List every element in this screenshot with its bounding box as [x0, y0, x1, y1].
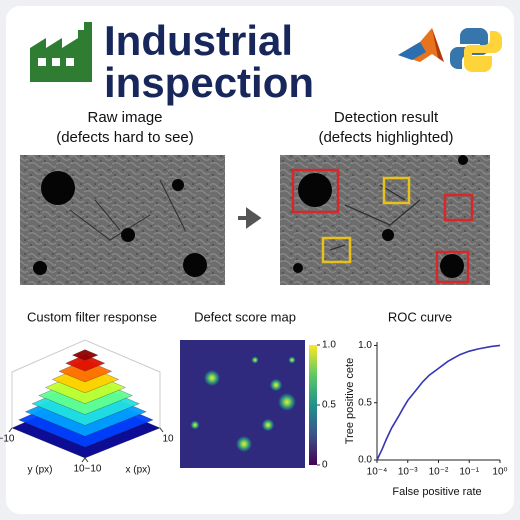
x-tick-label: 10⁻¹ [459, 467, 479, 478]
panel-title: Raw image [87, 109, 162, 126]
python-logo [450, 28, 502, 72]
tick-label: 0.5 [322, 400, 336, 411]
colorbar [309, 345, 317, 465]
chart-title: ROC curve [388, 309, 452, 324]
x-tick-label: 10⁻³ [398, 467, 418, 478]
x-tick-label: 10⁻² [429, 467, 449, 478]
y-tick-label: 0.5 [358, 397, 372, 408]
arrow [238, 207, 262, 229]
y-tick-label: 0.0 [358, 455, 372, 466]
chart-title: Defect score map [194, 309, 296, 324]
tick-label: 0 [322, 460, 328, 471]
title-line: Industrial [104, 17, 293, 64]
roc-line [376, 344, 501, 461]
tick-label: −10 [0, 434, 15, 445]
panel-title: Detection result [334, 109, 439, 126]
x-tick-label: 10⁻⁴ [367, 467, 388, 478]
card [6, 6, 514, 514]
y-axis-label: Tree positive cete [344, 358, 356, 444]
tick-label: 1.0 [322, 340, 336, 351]
axis-label: y (px) [28, 465, 53, 476]
title-line: inspection [104, 59, 314, 106]
back-wall [11, 339, 161, 428]
tick-mark [8, 427, 13, 433]
x-tick-label: 10⁰ [492, 467, 507, 478]
tick-label: −10 [85, 464, 102, 475]
matlab-logo [398, 28, 444, 62]
panel-subtitle: (defects hard to see) [56, 129, 194, 146]
tick-mark [84, 457, 89, 463]
tick-mark [159, 427, 164, 433]
x-axis-label: False positive rate [392, 486, 481, 498]
chart-title: Custom filter response [27, 309, 157, 324]
raw-image [20, 155, 225, 285]
y-tick-label: 1.0 [358, 340, 372, 351]
tick-label: 10 [162, 434, 174, 445]
factory-icon [30, 22, 92, 82]
tick-mark [81, 457, 86, 463]
score-map [180, 340, 305, 468]
panel-subtitle: (defects highlighted) [318, 129, 453, 146]
axis-label: x (px) [126, 465, 151, 476]
tick-label: 10 [73, 464, 85, 475]
detection-image [280, 155, 490, 285]
surface-layer [72, 349, 99, 361]
